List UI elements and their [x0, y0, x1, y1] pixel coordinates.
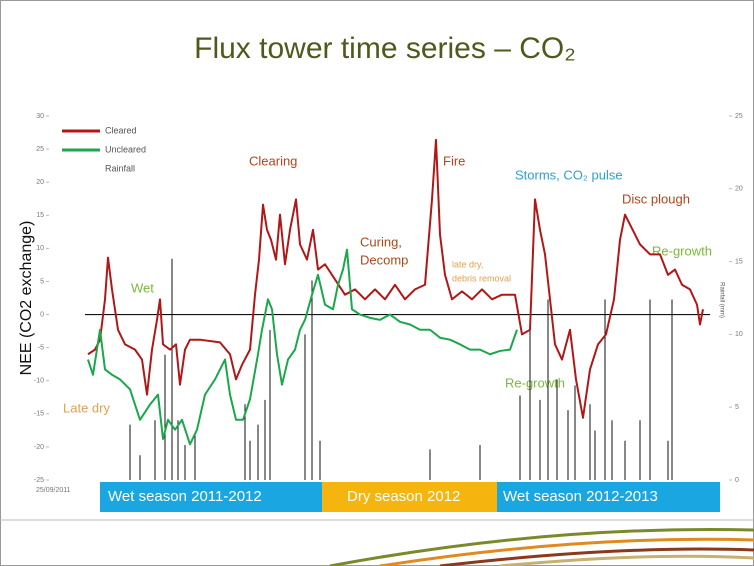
- annotation: debris removal: [452, 273, 511, 283]
- annotation: Curing,: [360, 234, 402, 249]
- y2-tick-label: 15: [735, 258, 743, 265]
- swoosh: [329, 527, 754, 566]
- legend: Cleared Uncleared Rainfall: [62, 125, 146, 173]
- season-label: Dry season 2012: [347, 488, 460, 505]
- y2-tick-label: 0: [735, 477, 739, 484]
- annotation: Late dry: [63, 400, 110, 415]
- swoosh: [499, 554, 754, 566]
- y-tick-label: -10: [34, 378, 44, 385]
- y-tick-label: -15: [34, 411, 44, 418]
- y-tick-label: -20: [34, 444, 44, 451]
- plot: -25 -20 -15 -10 -5 0 5 10 15 20 25 30 0 5 10 15 20 25: [34, 113, 743, 484]
- y2-tick-label: 25: [735, 113, 743, 120]
- series-line: [87, 248, 518, 446]
- season-label: Wet season 2012-2013: [503, 488, 658, 505]
- annotations: Clearing Curing, Decomp Fire Storms, CO₂…: [63, 153, 712, 415]
- y2-tick-label: 20: [735, 186, 743, 193]
- season-label: Wet season 2011-2012: [108, 488, 262, 505]
- season-band: [497, 482, 720, 512]
- footer-swooshes: [0, 519, 754, 566]
- y-tick-label: 0: [40, 311, 44, 318]
- annotation: Re-growth: [652, 243, 712, 258]
- annotation: Decomp: [360, 252, 408, 267]
- annotation: Wet: [131, 280, 154, 295]
- y-tick-label: -25: [34, 477, 44, 484]
- annotation: Fire: [443, 153, 465, 168]
- y-tick-label: 20: [36, 179, 44, 186]
- y-tick-label: 15: [36, 212, 44, 219]
- annotation: Disc plough: [622, 191, 690, 206]
- annotation: Clearing: [249, 153, 297, 168]
- season-bands: Wet season 2011-2012 Dry season 2012 Wet…: [100, 482, 720, 512]
- legend-label: Uncleared: [105, 144, 146, 154]
- y-tick-label: 5: [40, 278, 44, 285]
- season-band: [100, 482, 322, 512]
- annotation: Re-growth: [505, 375, 565, 390]
- y-tick-label: 25: [36, 146, 44, 153]
- swoosh: [379, 537, 754, 566]
- y2-axis-label: Rainfall (mm): [718, 282, 724, 318]
- y-axis-label: NEE (CO2 exchange): [18, 221, 35, 376]
- annotation: Storms, CO₂ pulse: [515, 167, 623, 182]
- y-tick-label: 30: [36, 113, 44, 120]
- swoosh: [439, 547, 754, 566]
- y2-tick-label: 10: [735, 331, 743, 338]
- legend-label: Cleared: [105, 125, 137, 135]
- y-tick-label: -5: [38, 344, 44, 351]
- annotation: late dry,: [452, 259, 483, 269]
- season-band: [322, 482, 497, 512]
- series-line: [87, 138, 704, 419]
- x-start-label: 25/09/2011: [36, 487, 71, 494]
- y2-tick-label: 5: [735, 404, 739, 411]
- legend-label: Rainfall: [105, 163, 135, 173]
- slide-title: Flux tower time series – CO₂: [194, 32, 576, 65]
- y-tick-label: 10: [36, 245, 44, 252]
